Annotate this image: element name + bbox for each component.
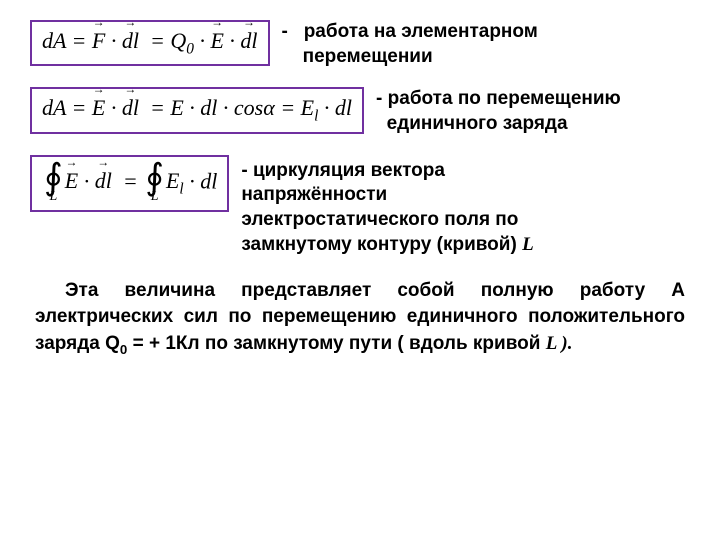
para-line1: Эта величина представляет собой полную р… xyxy=(65,280,685,301)
desc3-line3: электростатического поля по xyxy=(241,209,518,230)
desc1-line2: перемещении xyxy=(303,46,433,67)
paragraph-summary: Эта величина представляет собой полную р… xyxy=(30,278,690,360)
row-formula-1: dA = F · dl = Q0 · E · dl - работа на эл… xyxy=(30,20,690,69)
row-formula-2: dA = E · dl = E · dl · cosα = El · dl - … xyxy=(30,87,690,136)
desc2-line2: единичного заряда xyxy=(387,113,568,134)
description-1: - работа на элементарном перемещении xyxy=(282,20,538,69)
desc3-prefix: - xyxy=(241,160,247,181)
formula-box-1: dA = F · dl = Q0 · E · dl xyxy=(30,20,270,66)
para-line4b: L ). xyxy=(546,333,573,354)
row-formula-3: ∮LE · dl = ∮LEl · dl - циркуляция вектор… xyxy=(30,155,690,258)
description-2: - работа по перемещению единичного заряд… xyxy=(376,87,621,136)
desc1-line1: работа на элементарном xyxy=(304,21,538,42)
para-line4a: пути ( вдоль кривой xyxy=(349,333,546,354)
desc2-prefix: - xyxy=(376,88,382,109)
formula-box-2: dA = E · dl = E · dl · cosα = El · dl xyxy=(30,87,364,133)
desc3-line4a: замкнутому контуру (кривой) xyxy=(241,234,522,255)
desc3-line4b: L xyxy=(522,234,534,255)
para-line2: электрических сил по перемещению единичн… xyxy=(35,306,518,327)
para-line3b: = + 1Кл по замкнутому xyxy=(127,333,343,354)
formula-box-3: ∮LE · dl = ∮LEl · dl xyxy=(30,155,229,212)
desc2-line1: работа по перемещению xyxy=(388,88,621,109)
desc3-line2: напряжённости xyxy=(241,184,387,205)
desc1-prefix: - xyxy=(282,21,288,42)
desc3-line1: циркуляция вектора xyxy=(253,160,445,181)
description-3: - циркуляция вектора напряжённости элект… xyxy=(241,155,533,258)
